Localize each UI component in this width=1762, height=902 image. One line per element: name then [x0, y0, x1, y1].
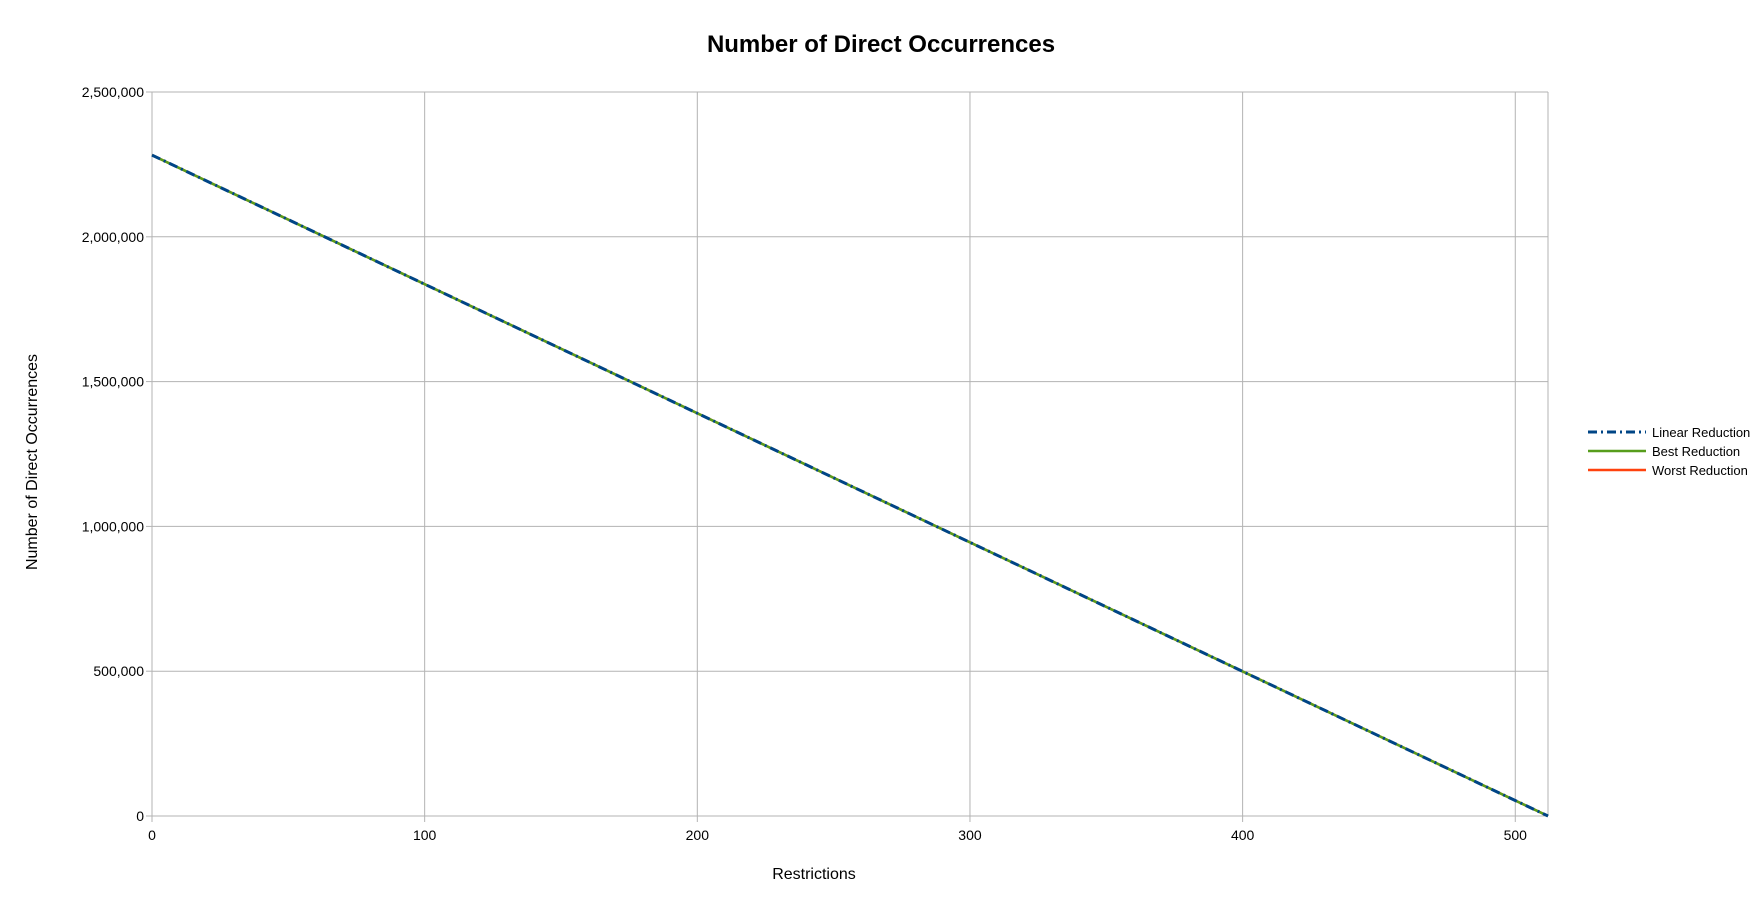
x-tick-label: 0: [148, 827, 156, 843]
y-tick-label: 1,500,000: [82, 374, 144, 390]
gridlines: [146, 91, 1549, 822]
legend-label: Best Reduction: [1652, 444, 1740, 459]
series-line-linear-reduction: [151, 153, 1549, 818]
x-tick-label: 300: [958, 827, 982, 843]
x-tick-label: 500: [1504, 827, 1528, 843]
y-tick-label: 2,000,000: [82, 229, 144, 245]
y-tick-label: 0: [136, 808, 144, 824]
y-tick-label: 500,000: [93, 663, 144, 679]
y-axis-title: Number of Direct Occurrences: [24, 354, 41, 570]
legend-label: Worst Reduction: [1652, 463, 1748, 478]
x-axis-title: Restrictions: [772, 866, 856, 883]
x-tick-label: 400: [1231, 827, 1255, 843]
y-tick-label: 1,000,000: [82, 518, 144, 534]
y-tick-label: 2,500,000: [82, 84, 144, 100]
series-lines: [151, 153, 1549, 818]
x-tick-label: 100: [413, 827, 437, 843]
tick-labels: 0 500,000 1,000,000 1,500,000 2,000,000 2,500…: [82, 84, 1527, 843]
x-tick-label: 200: [686, 827, 710, 843]
chart-title: Number of Direct Occurrences: [707, 31, 1055, 58]
legend: Linear Reduction Best Reduction Worst Redu…: [1588, 425, 1750, 478]
legend-label: Linear Reduction: [1652, 425, 1750, 440]
